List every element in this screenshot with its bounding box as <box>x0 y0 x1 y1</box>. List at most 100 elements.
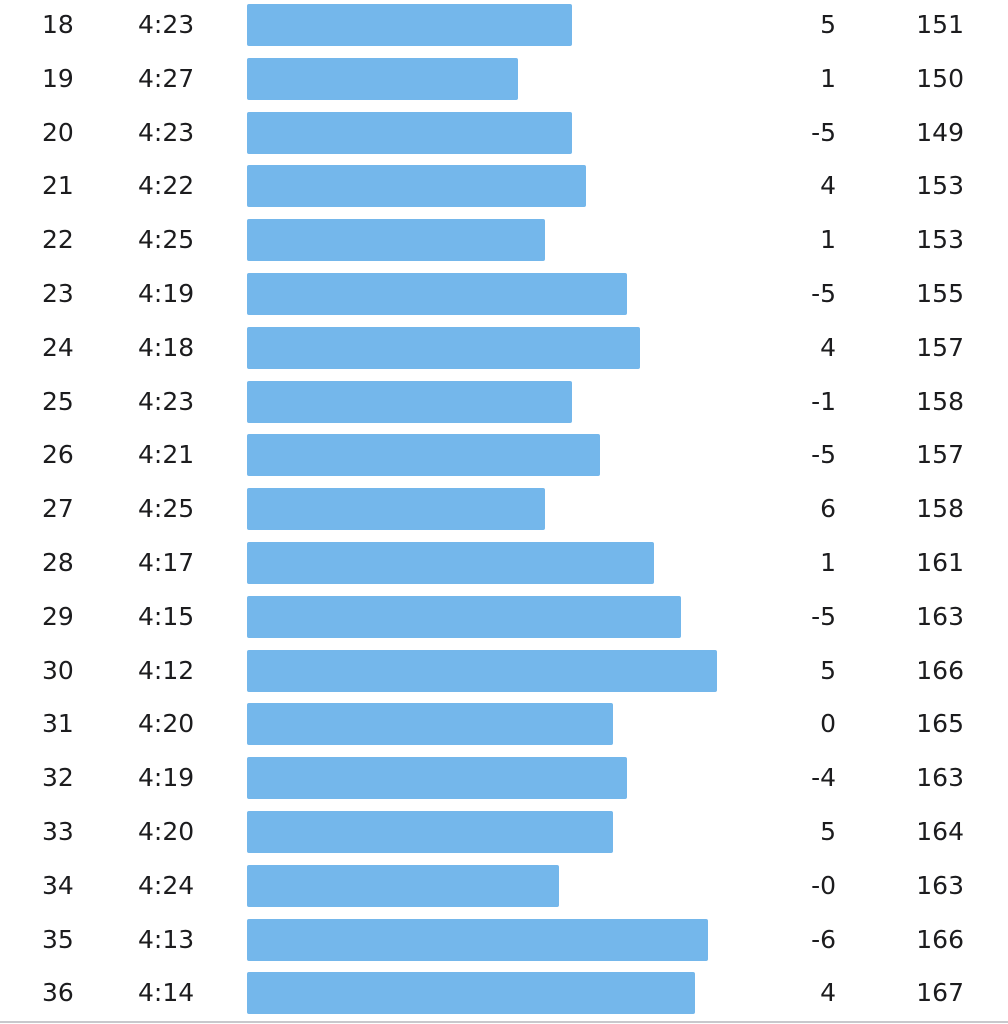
split-row: 30 4:12 5 166 <box>0 646 1008 700</box>
split-pace: 4:15 <box>138 601 195 631</box>
split-km: 28 <box>42 548 74 577</box>
split-elevation: -5 <box>811 117 836 147</box>
pace-bar <box>247 703 614 746</box>
split-pace: 4:13 <box>138 924 195 954</box>
pace-bar <box>247 972 695 1015</box>
split-heart-rate: 161 <box>916 548 964 577</box>
split-heart-rate: 157 <box>916 332 964 362</box>
split-km: 20 <box>42 117 74 147</box>
split-heart-rate: 164 <box>916 817 964 846</box>
split-elevation: 4 <box>820 978 836 1008</box>
split-heart-rate: 157 <box>916 440 964 470</box>
pace-bar <box>247 811 614 853</box>
split-heart-rate: 158 <box>916 386 964 416</box>
pace-bar <box>247 111 573 154</box>
pace-bar <box>247 165 586 208</box>
split-elevation: -0 <box>811 870 836 900</box>
split-row: 27 4:25 6 158 <box>0 484 1008 538</box>
split-km: 18 <box>42 10 74 39</box>
pace-bar <box>247 488 546 531</box>
split-heart-rate: 158 <box>916 494 964 524</box>
split-row: 36 4:14 4 167 <box>0 968 1008 1022</box>
split-elevation: 1 <box>820 225 836 255</box>
split-row: 18 4:23 5 151 <box>0 0 1008 54</box>
pace-bar <box>247 918 709 961</box>
split-pace: 4:23 <box>138 10 195 39</box>
split-heart-rate: 166 <box>916 924 964 954</box>
split-pace: 4:19 <box>138 279 195 308</box>
split-elevation: 5 <box>820 10 836 39</box>
split-heart-rate: 149 <box>916 117 964 147</box>
split-km: 31 <box>42 709 74 739</box>
split-elevation: 6 <box>820 494 836 524</box>
split-km: 26 <box>42 440 74 470</box>
split-row: 32 4:19 -4 163 <box>0 753 1008 807</box>
split-heart-rate: 155 <box>916 279 964 308</box>
split-pace: 4:25 <box>138 494 195 524</box>
split-pace: 4:20 <box>138 817 195 846</box>
split-km: 34 <box>42 870 74 900</box>
split-pace: 4:23 <box>138 386 195 416</box>
split-km: 23 <box>42 279 74 308</box>
split-elevation: 0 <box>820 709 836 739</box>
split-elevation: 5 <box>820 817 836 846</box>
split-km: 29 <box>42 601 74 631</box>
split-pace: 4:23 <box>138 117 195 147</box>
pace-bar <box>247 864 559 907</box>
split-km: 35 <box>42 924 74 954</box>
split-row: 33 4:20 5 164 <box>0 807 1008 861</box>
split-row: 29 4:15 -5 163 <box>0 592 1008 646</box>
split-pace: 4:19 <box>138 763 195 793</box>
split-elevation: -1 <box>811 386 836 416</box>
split-elevation: -5 <box>811 601 836 631</box>
split-heart-rate: 165 <box>916 709 964 739</box>
split-row: 22 4:25 1 153 <box>0 215 1008 269</box>
split-km: 21 <box>42 171 74 201</box>
split-heart-rate: 150 <box>916 63 964 93</box>
split-pace: 4:17 <box>138 548 195 577</box>
split-km: 19 <box>42 63 74 93</box>
split-km: 36 <box>42 978 74 1008</box>
split-heart-rate: 163 <box>916 870 964 900</box>
split-pace: 4:20 <box>138 709 195 739</box>
pace-bar <box>247 273 627 315</box>
split-row: 21 4:22 4 153 <box>0 161 1008 215</box>
split-heart-rate: 163 <box>916 601 964 631</box>
split-row: 20 4:23 -5 149 <box>0 108 1008 162</box>
pace-bar <box>247 595 682 638</box>
split-km: 27 <box>42 494 74 524</box>
pace-bar <box>247 219 546 262</box>
split-heart-rate: 153 <box>916 171 964 201</box>
split-elevation: -4 <box>811 763 836 793</box>
split-heart-rate: 163 <box>916 763 964 793</box>
split-row: 19 4:27 1 150 <box>0 54 1008 108</box>
pace-bar <box>247 4 573 46</box>
split-heart-rate: 153 <box>916 225 964 255</box>
split-km: 22 <box>42 225 74 255</box>
split-km: 32 <box>42 763 74 793</box>
split-pace: 4:14 <box>138 978 195 1008</box>
split-pace: 4:24 <box>138 870 195 900</box>
split-pace: 4:21 <box>138 440 195 470</box>
split-row: 24 4:18 4 157 <box>0 323 1008 377</box>
split-pace: 4:18 <box>138 332 195 362</box>
split-row: 31 4:20 0 165 <box>0 699 1008 753</box>
split-pace: 4:12 <box>138 655 195 685</box>
pace-bar <box>247 326 641 369</box>
split-elevation: 4 <box>820 171 836 201</box>
split-row: 28 4:17 1 161 <box>0 538 1008 592</box>
split-elevation: -5 <box>811 440 836 470</box>
pace-bar <box>247 649 717 692</box>
split-row: 34 4:24 -0 163 <box>0 861 1008 915</box>
split-km: 33 <box>42 817 74 846</box>
split-elevation: 4 <box>820 332 836 362</box>
split-pace: 4:25 <box>138 225 195 255</box>
split-heart-rate: 167 <box>916 978 964 1008</box>
split-km: 24 <box>42 332 74 362</box>
bottom-divider <box>0 1021 1008 1023</box>
split-row: 23 4:19 -5 155 <box>0 269 1008 323</box>
split-km: 25 <box>42 386 74 416</box>
split-pace: 4:22 <box>138 171 195 201</box>
split-km: 30 <box>42 655 74 685</box>
